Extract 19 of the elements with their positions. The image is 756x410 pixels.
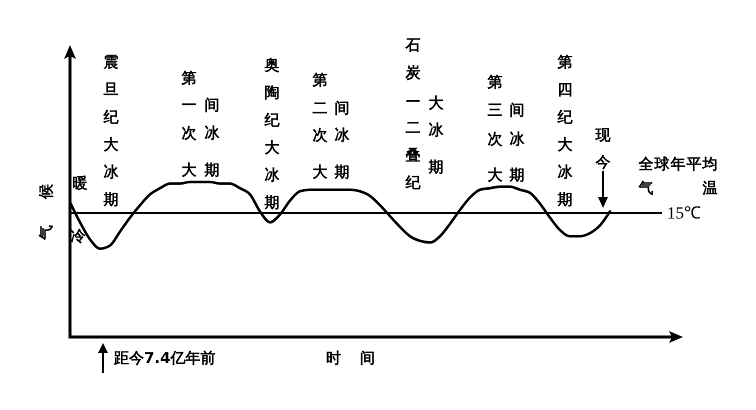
text: 间冰期: [510, 101, 524, 184]
annotation: 暖: [72, 174, 88, 192]
y-axis-title: 气候: [37, 158, 55, 241]
text: 第一次大: [182, 69, 196, 179]
annotation: 奥陶纪大冰期: [264, 56, 280, 212]
text: 间冰期: [334, 99, 350, 181]
text: 间冰期: [204, 96, 220, 179]
text: 第三次大: [488, 73, 502, 184]
ref-line-label: 15℃: [667, 204, 701, 222]
text: 全球年平均气温: [638, 155, 718, 197]
annotation: 冷: [70, 227, 86, 245]
annotation: 石炭—二叠纪: [404, 36, 422, 192]
text: 大冰期: [428, 94, 444, 176]
text: 现今: [594, 126, 612, 171]
x-axis-title: 时间: [326, 349, 394, 367]
annotation: 第四纪大冰期: [556, 53, 574, 208]
annotation: 震旦纪大冰期: [102, 53, 120, 208]
text: 第二次大: [312, 71, 328, 181]
text: 距今7.4亿年前: [113, 349, 216, 367]
